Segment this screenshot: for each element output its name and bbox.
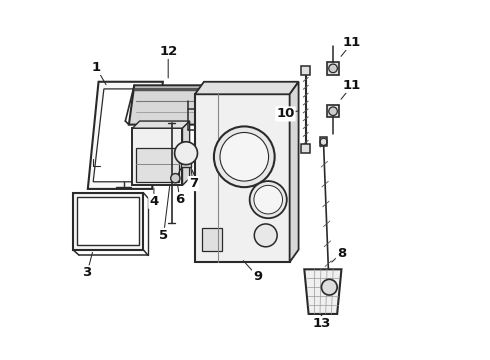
Text: 1: 1 [92,61,100,74]
Polygon shape [304,269,342,314]
Circle shape [329,64,337,73]
Circle shape [329,107,337,116]
Polygon shape [136,148,179,182]
Polygon shape [327,62,339,75]
Polygon shape [132,128,182,185]
Circle shape [249,181,287,218]
Text: 11: 11 [343,36,361,49]
Polygon shape [301,144,310,153]
Circle shape [174,142,197,165]
Text: 11: 11 [343,79,361,92]
Text: 5: 5 [159,229,168,242]
Circle shape [254,224,277,247]
Text: 7: 7 [189,177,198,190]
Polygon shape [93,89,156,182]
Polygon shape [77,197,139,245]
Polygon shape [290,82,298,262]
Polygon shape [73,193,143,249]
Polygon shape [132,121,190,128]
Polygon shape [129,85,209,125]
Text: 6: 6 [175,193,185,206]
Text: 13: 13 [312,317,331,330]
Text: 8: 8 [337,247,346,260]
Polygon shape [320,137,327,146]
Polygon shape [327,105,339,117]
Circle shape [220,132,269,181]
Circle shape [321,279,337,295]
Text: 9: 9 [253,270,262,283]
Text: 3: 3 [82,266,92,279]
Circle shape [254,185,283,214]
Polygon shape [202,228,222,251]
Polygon shape [195,94,290,262]
Polygon shape [88,82,163,189]
Text: 4: 4 [149,195,159,208]
Bar [181,153,192,167]
Text: 10: 10 [276,107,294,120]
Polygon shape [195,82,298,94]
Polygon shape [182,121,190,185]
Polygon shape [301,66,310,75]
Circle shape [171,174,180,183]
Text: 12: 12 [159,45,177,58]
Circle shape [214,126,275,187]
